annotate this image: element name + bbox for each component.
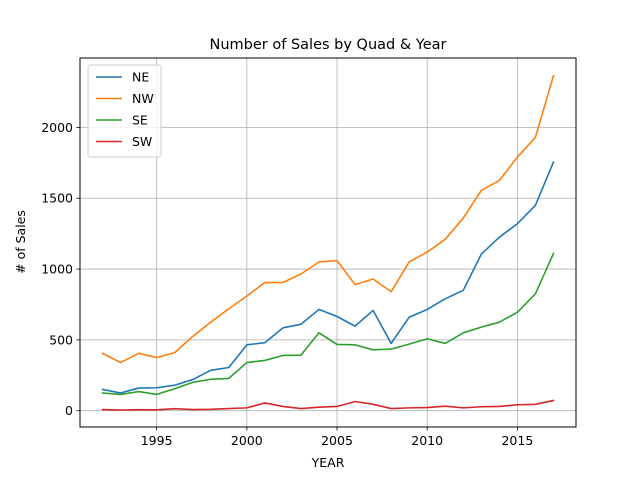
series-line-ne	[101, 161, 555, 394]
legend-label-se: SE	[132, 113, 148, 128]
y-tick-label: 2000	[41, 120, 73, 135]
series-line-se	[101, 252, 555, 396]
series-line-sw	[101, 399, 555, 411]
x-tick-label: 2000	[231, 433, 263, 448]
legend-label-ne: NE	[132, 70, 149, 85]
plot-area-frame	[79, 57, 577, 428]
x-tick-label: 2005	[321, 433, 353, 448]
legend-box	[87, 64, 162, 158]
x-tick-label: 2015	[501, 433, 533, 448]
y-tick-label: 500	[49, 332, 73, 347]
legend-label-nw: NW	[132, 91, 154, 106]
gridlines	[80, 58, 576, 427]
x-tick-label: 1995	[141, 433, 173, 448]
legend-label-sw: SW	[132, 134, 152, 149]
chart-title: Number of Sales by Quad & Year	[210, 37, 447, 53]
x-tick-label: 2010	[411, 433, 443, 448]
y-axis-label: # of Sales	[13, 210, 28, 274]
x-axis-label: YEAR	[311, 455, 345, 470]
axis-ticks: 1995 2000 2005 2010 2015 0 500 1000 1500 2000	[41, 120, 533, 448]
y-tick-label: 0	[65, 403, 73, 418]
series-lines	[101, 74, 555, 411]
legend: NE NW SE SW	[87, 64, 162, 158]
y-tick-label: 1500	[41, 191, 73, 206]
y-tick-label: 1000	[41, 262, 73, 277]
series-line-nw	[101, 74, 555, 364]
